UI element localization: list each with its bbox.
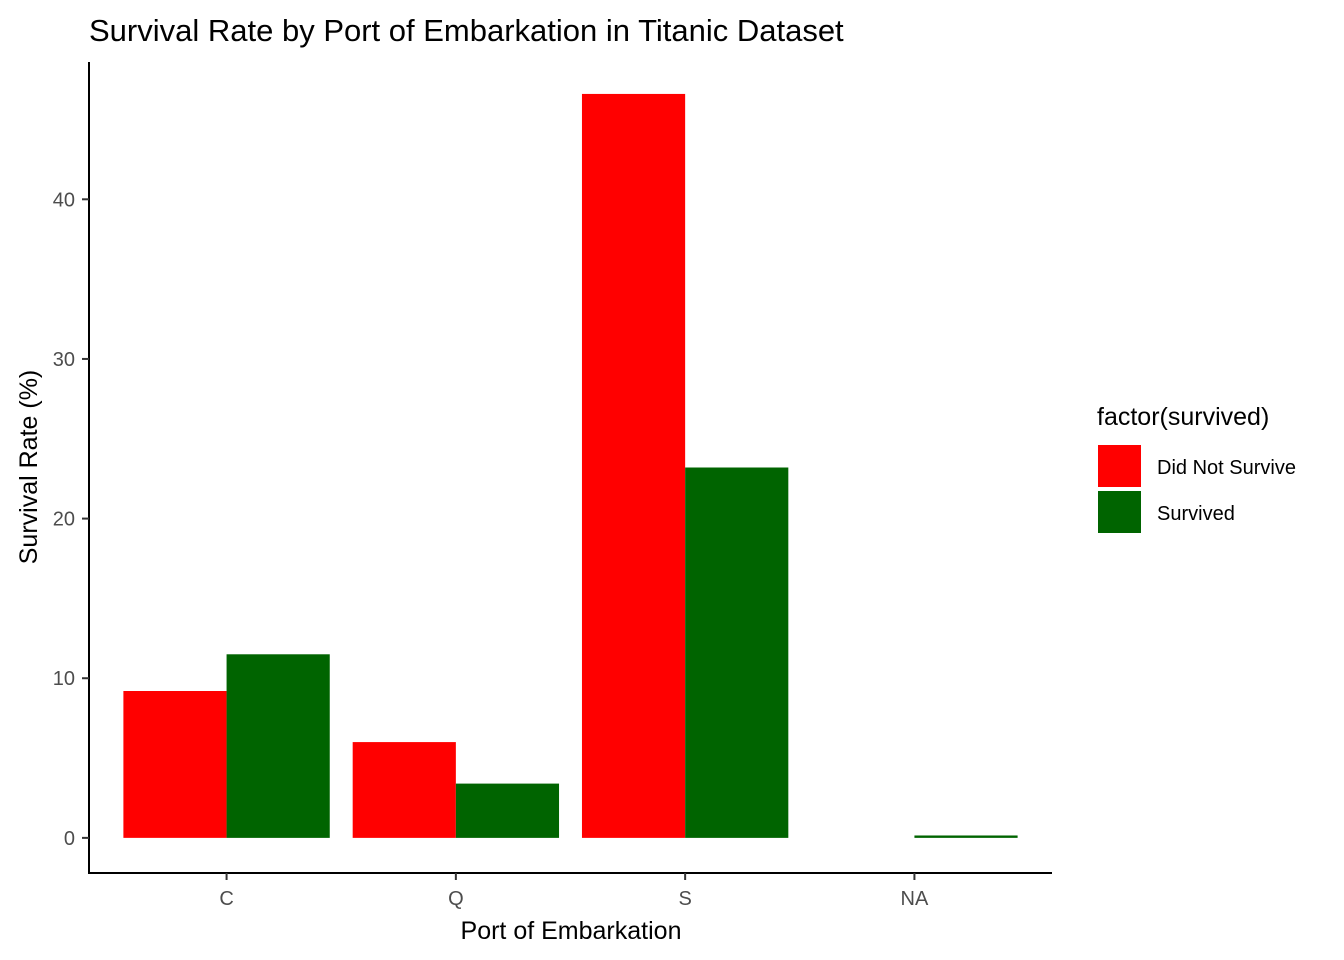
legend-label: Did Not Survive [1157,457,1296,479]
legend-label: Survived [1157,503,1235,525]
x-axis-title: Port of Embarkation [461,917,682,945]
x-tick-label: C [219,888,233,910]
y-tick-label: 0 [64,828,75,850]
legend-key-survived [1098,491,1141,533]
chart-title: Survival Rate by Port of Embarkation in … [89,13,844,48]
bars-layer [123,93,1018,838]
bar-na-survived [914,835,1018,838]
legend-key-did-not-survive [1098,445,1141,487]
bar-c-did-not-survive [123,691,227,838]
bar-s-survived [685,467,789,838]
bar-s-did-not-survive [581,93,686,838]
x-tick-label: Q [448,888,464,910]
legend: factor(survived) Did Not Survive Survived [1097,403,1296,533]
x-tick-label: NA [901,888,929,910]
y-ticks: 0 10 20 30 40 [53,189,89,850]
x-tick-label: S [678,888,691,910]
y-tick-label: 40 [53,189,75,211]
y-axis-title: Survival Rate (%) [15,370,43,565]
bar-c-survived [226,654,330,838]
legend-title: factor(survived) [1097,403,1269,431]
x-ticks: C Q S NA [219,873,929,910]
y-tick-label: 30 [53,349,75,371]
bar-q-did-not-survive [352,742,456,838]
bar-q-survived [455,783,560,838]
y-tick-label: 20 [53,509,75,531]
y-tick-label: 10 [53,668,75,690]
